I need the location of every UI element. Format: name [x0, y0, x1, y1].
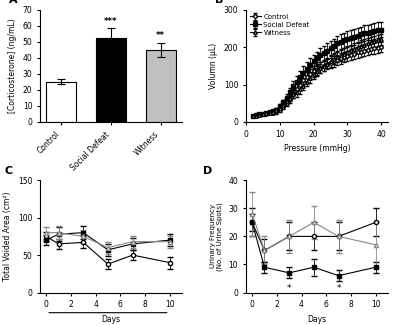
Text: D: D [203, 165, 212, 176]
Text: ***: *** [104, 17, 118, 26]
Text: *: * [287, 284, 292, 293]
Text: **: ** [156, 31, 165, 40]
Y-axis label: Urinary Frequency
(No. of Urine Spots): Urinary Frequency (No. of Urine Spots) [210, 202, 223, 271]
Text: C: C [4, 165, 13, 176]
Y-axis label: [Corticosterone] (ng/mL): [Corticosterone] (ng/mL) [8, 19, 17, 113]
Bar [46, 82, 76, 122]
X-axis label: Pressure (mmHg): Pressure (mmHg) [284, 144, 350, 153]
X-axis label: Days: Days [308, 315, 326, 324]
Y-axis label: Volumn (μL): Volumn (μL) [209, 43, 218, 89]
Bar [146, 50, 176, 122]
Legend: Control, Social Defeat, Witness: Control, Social Defeat, Witness [250, 13, 310, 36]
Y-axis label: Total Voided Area (cm²): Total Voided Area (cm²) [3, 192, 12, 281]
Text: A: A [9, 0, 17, 5]
Text: B: B [215, 0, 223, 5]
Bar [96, 38, 126, 122]
Text: *: * [336, 284, 341, 293]
X-axis label: Days: Days [102, 315, 120, 324]
